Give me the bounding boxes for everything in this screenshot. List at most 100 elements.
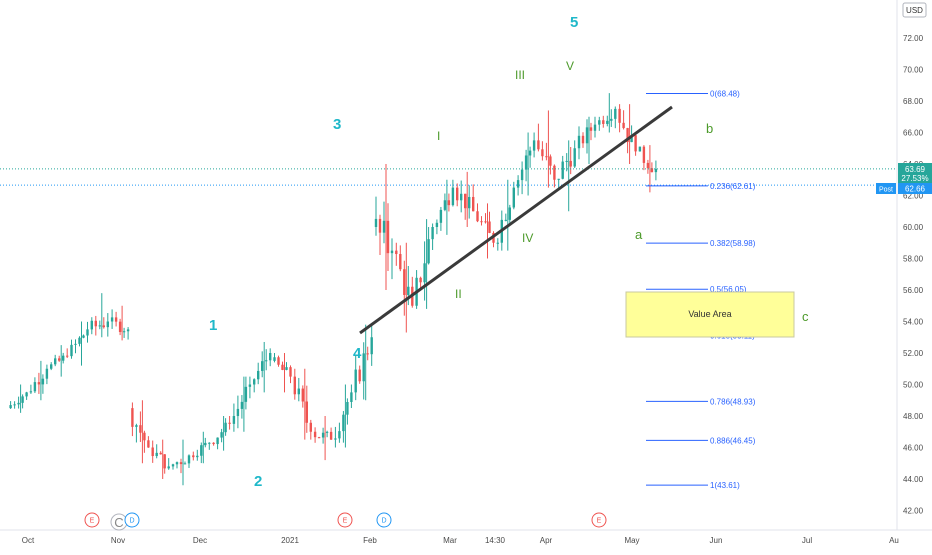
post-price-value: 62.66 — [905, 185, 926, 194]
candle-body — [228, 422, 231, 424]
event-marker-split[interactable]: C — [110, 513, 128, 531]
candle-body — [248, 384, 252, 387]
price-tick-label: 52.00 — [903, 349, 924, 358]
candle-body — [614, 108, 617, 119]
candle-body — [386, 220, 390, 254]
wave-label-3: 3 — [333, 116, 341, 133]
candle-body — [622, 122, 625, 129]
candle-body — [451, 187, 455, 206]
event-marker-earnings-3[interactable]: E — [591, 512, 607, 528]
candle-body — [224, 422, 227, 433]
candle-body — [37, 382, 41, 385]
candle-body — [126, 329, 130, 332]
candle-body — [305, 401, 308, 423]
event-marker-earnings-1[interactable]: E — [84, 512, 100, 528]
candle-body — [94, 320, 97, 327]
candle-body — [366, 353, 369, 355]
currency-label: USD — [906, 6, 923, 15]
wave-label-b: b — [706, 121, 713, 136]
svg-text:D: D — [129, 518, 134, 525]
candle-body — [122, 331, 126, 333]
candle-body — [135, 425, 138, 427]
price-tick-label: 42.00 — [903, 507, 924, 516]
candle-body — [338, 431, 341, 439]
event-marker-dividend-2[interactable]: D — [376, 512, 392, 528]
candle-body — [139, 425, 142, 433]
candle-body — [508, 207, 511, 220]
candle-body — [212, 442, 215, 445]
time-tick-label: Jul — [802, 536, 812, 545]
price-tick-label: 50.00 — [903, 381, 924, 390]
candle-body — [163, 454, 166, 469]
candle-body — [427, 239, 430, 264]
candle-body — [630, 135, 633, 143]
candles-layer — [9, 93, 658, 486]
candle-body — [90, 320, 93, 330]
candle-body — [118, 321, 122, 332]
price-tick-label: 68.00 — [903, 97, 924, 106]
candle-body — [350, 392, 353, 402]
candle-body — [512, 187, 515, 208]
candle-body — [654, 168, 658, 173]
candle-body — [456, 187, 459, 201]
candle-body — [496, 242, 499, 244]
candle-body — [378, 218, 382, 233]
candle-body — [390, 250, 394, 254]
candle-body — [29, 391, 33, 393]
wave-label-5: 5 — [570, 14, 578, 31]
currency-box[interactable]: USD — [902, 2, 927, 18]
candle-body — [342, 414, 345, 432]
candle-body — [484, 221, 487, 223]
candle-body — [589, 127, 593, 131]
event-marker-earnings-2[interactable]: E — [337, 512, 353, 528]
time-tick-label: Jun — [710, 536, 723, 545]
candle-body — [581, 135, 585, 144]
price-tick-label: 44.00 — [903, 475, 924, 484]
wave-label-c: c — [802, 309, 809, 324]
candle-body — [520, 169, 524, 181]
value-area-box[interactable] — [625, 291, 795, 338]
event-marker-dividend-1[interactable]: D — [124, 512, 140, 528]
price-tick-label: 46.00 — [903, 444, 924, 453]
candle-body — [25, 392, 28, 397]
candle-body — [313, 431, 317, 438]
time-tick-label: Mar — [443, 536, 457, 545]
candle-body — [395, 250, 398, 255]
candle-body — [423, 263, 426, 283]
candle-body — [208, 442, 211, 444]
candle-body — [50, 364, 53, 369]
fib-level-label: 0.236(62.61) — [710, 182, 756, 191]
price-tick-label: 62.00 — [903, 192, 924, 201]
svg-text:C: C — [114, 515, 123, 530]
candle-body — [131, 408, 134, 427]
svg-text:E: E — [597, 518, 602, 525]
price-tick-label: 66.00 — [903, 129, 924, 138]
wave-label-a: a — [635, 227, 643, 242]
candle-body — [460, 193, 463, 201]
candle-body — [370, 337, 373, 355]
candle-body — [41, 378, 45, 385]
candle-body — [179, 462, 183, 465]
candle-body — [216, 437, 219, 445]
candle-body — [281, 364, 284, 370]
wave-label-V: V — [566, 59, 574, 73]
candle-body — [66, 355, 69, 357]
candle-body — [204, 442, 207, 446]
fib-layer: 0(68.48) 0.236(62.61) 0.382(58.98) 0.5(56.0… — [0, 89, 897, 490]
trendline[interactable] — [359, 105, 673, 335]
candle-body — [565, 160, 568, 162]
candle-body — [102, 325, 105, 328]
candle-body — [192, 455, 195, 458]
candle-body — [9, 405, 12, 409]
candle-body — [598, 120, 601, 125]
candle-body — [573, 148, 576, 167]
candle-body — [183, 463, 187, 465]
candle-body — [557, 178, 560, 180]
candle-body — [82, 335, 85, 338]
candle-body — [236, 408, 240, 417]
candle-body — [464, 193, 467, 209]
candle-body — [488, 221, 491, 233]
candle-body — [269, 353, 272, 361]
